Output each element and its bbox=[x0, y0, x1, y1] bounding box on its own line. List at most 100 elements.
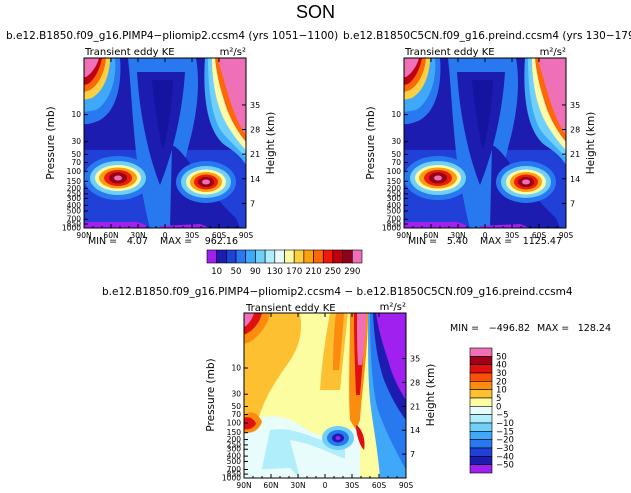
y-tick-label: 100 bbox=[67, 167, 82, 176]
y-tick-label: 1000 bbox=[222, 474, 241, 483]
colorbar-swatch bbox=[226, 249, 237, 264]
y-tick-label: 850 bbox=[227, 470, 242, 479]
y-tick-label: 200 bbox=[227, 435, 242, 444]
height-tick-label: 14 bbox=[570, 175, 580, 184]
colorbar-swatch bbox=[293, 249, 305, 264]
panel3-title: b.e12.B1850.f09_g16.PIMP4−pliomip2.ccsm4… bbox=[102, 286, 573, 298]
colorbar-swatch bbox=[332, 249, 343, 264]
y-tick-label: 50 bbox=[231, 402, 241, 411]
colorbar-label: −5 bbox=[496, 411, 509, 421]
y-tick-label: 700 bbox=[227, 465, 242, 474]
y-tick-label: 50 bbox=[391, 150, 401, 159]
y-tick-label: 850 bbox=[67, 220, 82, 229]
panel3-ylabel-right: Height (km) bbox=[425, 364, 437, 427]
colorbar-label: 0 bbox=[496, 402, 501, 412]
panel1-field bbox=[84, 58, 246, 228]
colorbar-label: 290 bbox=[344, 267, 360, 277]
y-tick-label: 10 bbox=[391, 110, 401, 119]
x-tick-label: 60N bbox=[103, 231, 118, 240]
y-tick-label: 300 bbox=[387, 194, 402, 203]
colorbar-label: 210 bbox=[305, 267, 321, 277]
colorbar-swatch bbox=[469, 456, 493, 465]
colorbar-swatch bbox=[469, 364, 493, 374]
y-tick-label: 700 bbox=[67, 215, 82, 224]
panel3-units: m²/s² bbox=[380, 302, 406, 313]
panel-difference: b.e12.B1850.f09_g16.PIMP4−pliomip2.ccsm4… bbox=[102, 286, 611, 490]
y-tick-label: 1000 bbox=[382, 224, 401, 233]
colorbar-swatch bbox=[255, 249, 266, 264]
height-tick-label: 21 bbox=[250, 150, 260, 159]
panel3-max-label: MAX = bbox=[537, 323, 569, 334]
panel-pliomip2: b.e12.B1850.f09_g16.PIMP4−pliomip2.ccsm4… bbox=[6, 30, 338, 247]
x-tick-label: 30S bbox=[505, 231, 520, 240]
colorbar-swatch bbox=[322, 249, 334, 264]
colorbar-label: −20 bbox=[496, 436, 514, 446]
y-tick-label: 250 bbox=[227, 440, 242, 449]
x-tick-label: 90N bbox=[76, 231, 91, 240]
colorbar-swatch bbox=[469, 464, 493, 474]
x-tick-label: 90N bbox=[396, 231, 411, 240]
y-tick-label: 70 bbox=[71, 158, 81, 167]
colorbar-label: 130 bbox=[267, 267, 283, 277]
colorbar-label: 5 bbox=[496, 394, 501, 404]
x-tick-label: 90N bbox=[236, 481, 251, 490]
x-tick-label: 60S bbox=[212, 231, 227, 240]
colorbar-label: −30 bbox=[496, 444, 514, 454]
panel2-subtitle: Transient eddy KE bbox=[404, 47, 495, 58]
colorbar-swatch bbox=[206, 249, 217, 264]
colorbar-swatch bbox=[469, 422, 493, 432]
height-tick-label: 28 bbox=[250, 126, 260, 135]
panel1-max-label: MAX = bbox=[160, 236, 192, 247]
y-tick-label: 400 bbox=[227, 452, 242, 461]
colorbar-label: 50 bbox=[496, 352, 507, 362]
x-tick-label: 30N bbox=[290, 481, 305, 490]
panel3-subtitle: Transient eddy KE bbox=[245, 303, 336, 314]
panel2-min-value: 5.40 bbox=[447, 236, 468, 247]
colorbar-swatch bbox=[469, 447, 493, 457]
y-tick-label: 250 bbox=[387, 189, 402, 198]
colorbar-swatch bbox=[469, 397, 493, 407]
colorbar-swatch bbox=[469, 406, 493, 415]
height-tick-label: 21 bbox=[410, 402, 420, 411]
y-tick-label: 300 bbox=[227, 445, 242, 454]
colorbar-label: −15 bbox=[496, 427, 514, 437]
y-tick-label: 30 bbox=[71, 137, 81, 146]
y-tick-label: 700 bbox=[387, 215, 402, 224]
colorbar-swatch bbox=[342, 249, 353, 264]
colorbar-swatch bbox=[284, 249, 295, 264]
colorbar-swatch bbox=[303, 249, 314, 264]
colorbar-swatch bbox=[352, 249, 363, 264]
panel2-max-label: MAX = bbox=[480, 236, 512, 247]
y-tick-label: 150 bbox=[227, 428, 242, 437]
colorbar-swatch bbox=[216, 249, 227, 264]
panel2-max-value: 1125.47 bbox=[523, 236, 562, 247]
colorbar-label: −50 bbox=[496, 461, 514, 471]
panel3-min-value: −496.82 bbox=[489, 323, 530, 334]
y-tick-label: 500 bbox=[67, 206, 82, 215]
y-tick-label: 400 bbox=[387, 201, 402, 210]
y-tick-label: 200 bbox=[387, 184, 402, 193]
height-tick-label: 14 bbox=[410, 426, 420, 435]
page-title: SON bbox=[295, 2, 335, 22]
height-tick-label: 7 bbox=[570, 199, 575, 208]
panel1-subtitle: Transient eddy KE bbox=[84, 47, 175, 58]
panel3-min-label: MIN = bbox=[450, 323, 479, 334]
panel2-ylabel: Pressure (mb) bbox=[365, 106, 377, 179]
panel-preind: b.e12.B1850C5CN.f09_g16.preind.ccsm4 (yr… bbox=[343, 30, 631, 247]
colorbar-absolute: 10 50 90 130 170 210 250 290 bbox=[206, 249, 363, 277]
colorbar-swatch bbox=[235, 249, 247, 264]
height-tick-label: 28 bbox=[570, 126, 580, 135]
panel1-axes: 90N 60N 30N 0 30S 60S 90S103050701001502002503… bbox=[62, 58, 260, 240]
height-tick-label: 35 bbox=[410, 355, 420, 364]
colorbar-label: 90 bbox=[250, 267, 261, 277]
panel3-axes: 90N 60N 30N 0 30S 60S 90S103050701001502002503… bbox=[222, 313, 420, 490]
panel2-axes: 90N 60N 30N 0 30S 60S 90S103050701001502002503… bbox=[382, 58, 580, 240]
height-tick-label: 35 bbox=[250, 101, 260, 110]
colorbar-swatch bbox=[469, 372, 493, 382]
height-tick-label: 28 bbox=[410, 378, 420, 387]
y-tick-label: 850 bbox=[387, 220, 402, 229]
x-tick-label: 30S bbox=[185, 231, 200, 240]
x-tick-label: 90S bbox=[239, 231, 254, 240]
